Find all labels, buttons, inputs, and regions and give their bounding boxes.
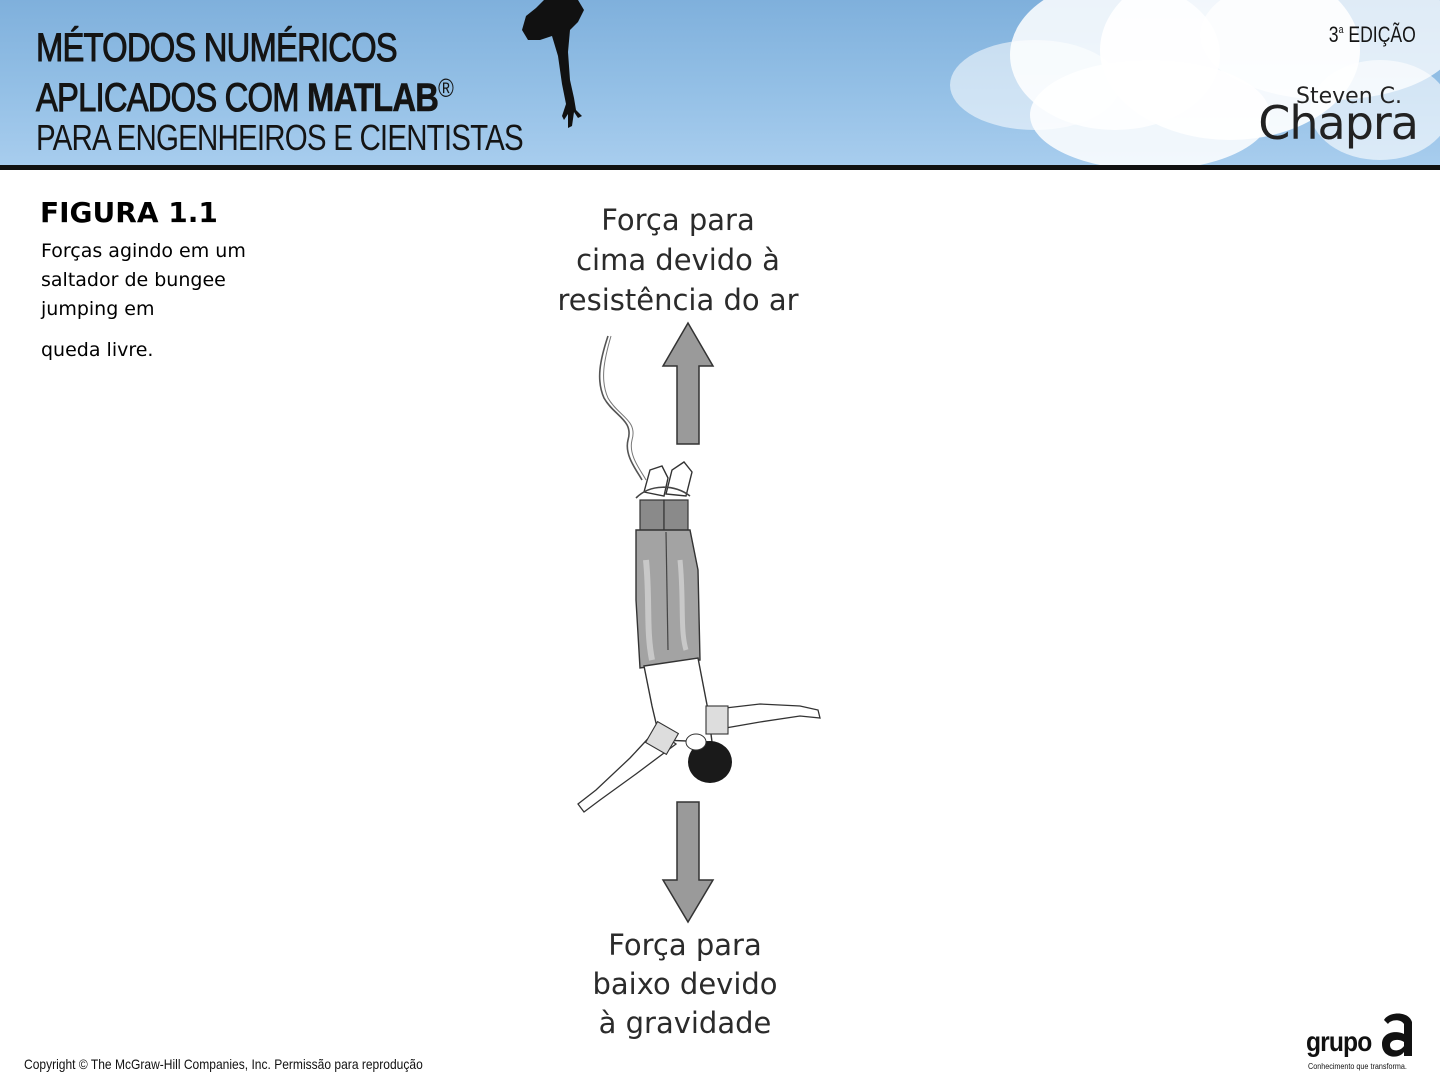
figure-caption-main: Forças agindo em um saltador de bungee j… bbox=[41, 240, 246, 320]
edition-superscript: a bbox=[1338, 24, 1344, 36]
figure-caption: Forças agindo em um saltador de bungee j… bbox=[41, 237, 261, 365]
book-title-line1: MÉTODOS NUMÉRICOS bbox=[36, 26, 399, 70]
header-divider bbox=[0, 165, 1440, 170]
downward-force-label-line2: baixo devido bbox=[592, 967, 778, 1001]
downward-force-label-line3: à gravidade bbox=[598, 1006, 772, 1040]
upward-force-label: Força para cima devido à resistência do … bbox=[550, 200, 806, 320]
edition-number: 3 bbox=[1328, 22, 1339, 47]
jumper-silhouette-icon bbox=[522, 0, 584, 128]
upward-force-label-line2: cima devido à bbox=[576, 243, 780, 277]
registered-mark: ® bbox=[438, 73, 454, 103]
book-title-line2: APLICADOS COM MATLAB® bbox=[36, 68, 523, 120]
bungee-diagram bbox=[577, 321, 821, 924]
book-title-line3: PARA ENGENHEIROS E CIENTISTAS bbox=[36, 117, 524, 158]
upward-force-label-line3: resistência do ar bbox=[557, 283, 799, 317]
edition-label: 3a EDIÇÃO bbox=[1329, 22, 1416, 48]
up-arrow-icon bbox=[661, 321, 715, 445]
cloud-shape bbox=[1030, 60, 1270, 166]
downward-force-label-line1: Força para bbox=[608, 928, 762, 962]
bungee-jumper-illustration bbox=[577, 335, 821, 813]
upward-force-label-line1: Força para bbox=[601, 203, 755, 237]
book-title: MÉTODOS NUMÉRICOS APLICADOS COM MATLAB® … bbox=[36, 26, 524, 158]
down-arrow-icon bbox=[661, 801, 715, 924]
grupo-a-logo: grupo Conhecimento que transforma. bbox=[1300, 1010, 1424, 1074]
copyright-notice: Copyright © The McGraw-Hill Companies, I… bbox=[24, 1056, 423, 1072]
header-banner: MÉTODOS NUMÉRICOS APLICADOS COM MATLAB® … bbox=[0, 0, 1440, 166]
author-first-name: Steven C. bbox=[1296, 84, 1402, 109]
book-title-line2-prefix: APLICADOS COM bbox=[36, 76, 308, 120]
cloud-shape bbox=[1310, 60, 1440, 160]
logo-word: grupo bbox=[1306, 1026, 1372, 1057]
edition-word: EDIÇÃO bbox=[1343, 22, 1416, 47]
figure-caption-last: queda livre. bbox=[41, 339, 154, 361]
book-title-matlab: MATLAB bbox=[307, 76, 439, 120]
downward-force-label: Força para baixo devido à gravidade bbox=[560, 926, 810, 1043]
logo-tagline: Conhecimento que transforma. bbox=[1308, 1062, 1407, 1071]
grupo-a-logo-icon bbox=[1382, 1013, 1412, 1057]
author-last-name: Chapra bbox=[1258, 96, 1419, 150]
figure-number: FIGURA 1.1 bbox=[40, 196, 218, 229]
